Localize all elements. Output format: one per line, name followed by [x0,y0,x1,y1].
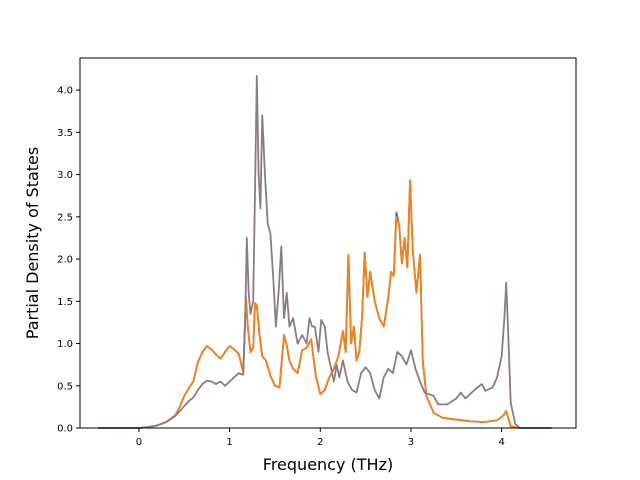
x-tick-label: 4 [498,437,504,448]
y-tick-label: 2.5 [57,212,73,223]
y-tick-label: 1.5 [57,297,73,308]
plot-frame [79,57,577,429]
y-tick-label: 0.5 [57,381,73,392]
pdos-series-line-2 [98,179,552,429]
x-axis-label: Frequency (THz) [263,455,393,474]
x-tick-label: 1 [226,437,232,448]
y-tick-label: 3.0 [57,170,73,181]
x-ticks: 0 1 2 3 4 [136,428,505,448]
x-tick-label: 3 [408,437,414,448]
pdos-series-line-3 [98,74,552,429]
y-tick-label: 3.5 [57,128,73,139]
y-tick-label: 0.0 [57,424,73,435]
y-ticks: 0.0 0.5 1.0 1.5 2.0 2.5 3.0 3.5 4.0 [57,86,80,435]
y-axis-label: Partial Density of States [23,147,42,339]
x-tick-label: 2 [317,437,323,448]
y-tick-label: 4.0 [57,86,73,97]
y-tick-label: 2.0 [57,255,73,266]
series-layer [98,74,552,429]
y-tick-label: 1.0 [57,339,73,350]
x-tick-label: 0 [136,437,142,448]
